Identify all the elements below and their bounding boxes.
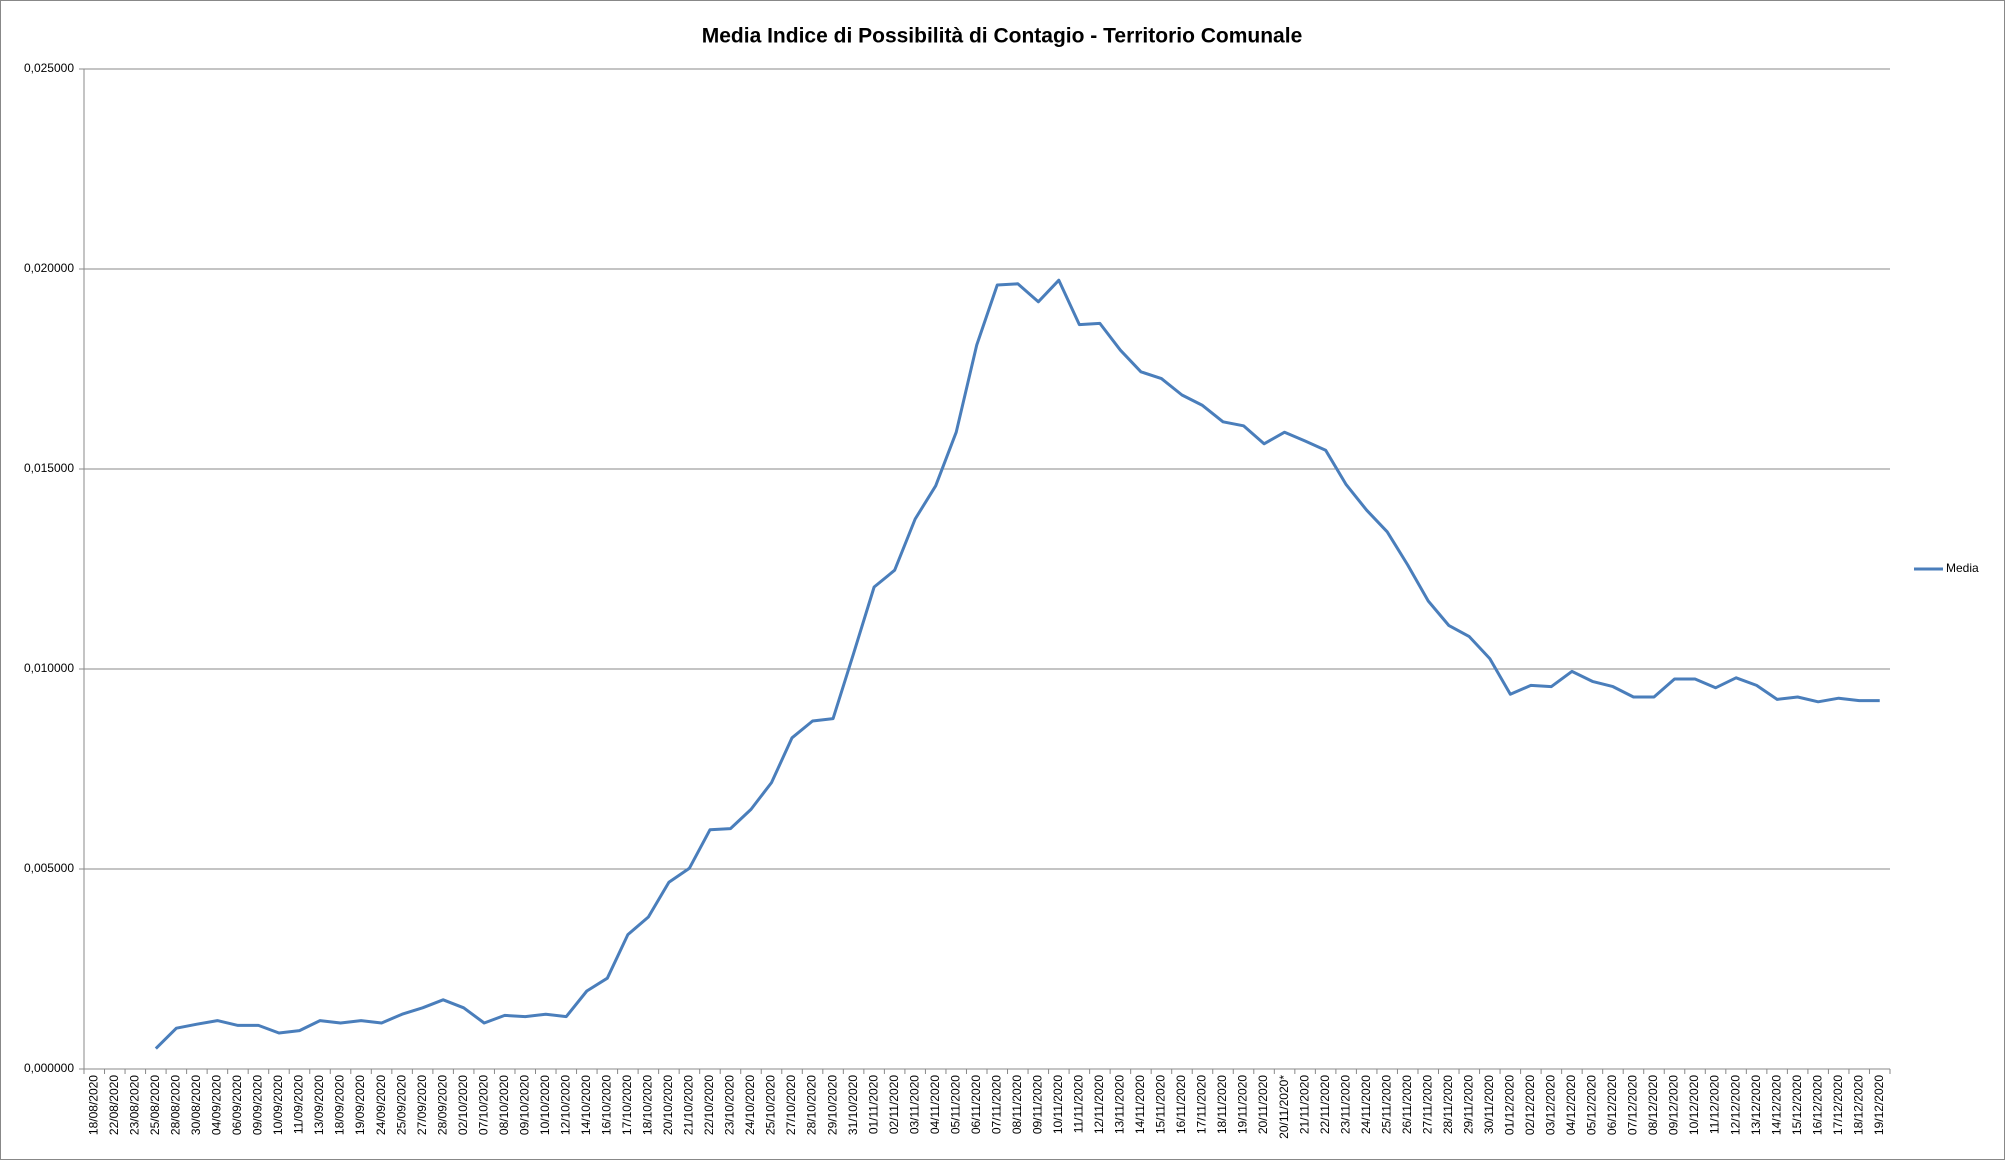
x-tick-label: 09/12/2020 [1667, 1075, 1681, 1135]
x-tick-label: 25/10/2020 [764, 1075, 778, 1135]
x-tick-label: 06/11/2020 [969, 1075, 983, 1134]
x-tick-label: 07/11/2020 [989, 1075, 1003, 1134]
x-tick-label: 14/11/2020 [1133, 1075, 1147, 1134]
x-tick-label: 08/12/2020 [1646, 1075, 1660, 1135]
x-tick-label: 23/08/2020 [127, 1075, 141, 1135]
x-tick-label: 24/10/2020 [743, 1075, 757, 1135]
x-tick-label: 29/11/2020 [1461, 1075, 1475, 1134]
x-tick-label: 03/11/2020 [907, 1075, 921, 1134]
x-tick-label: 19/11/2020 [1236, 1075, 1250, 1134]
chart-title: Media Indice di Possibilità di Contagio … [702, 25, 1303, 48]
x-tick-label: 22/08/2020 [107, 1075, 121, 1135]
x-tick-label: 04/09/2020 [210, 1075, 224, 1135]
x-tick-label: 02/11/2020 [887, 1075, 901, 1134]
x-tick-label: 25/08/2020 [148, 1075, 162, 1135]
x-tick-label: 19/12/2020 [1872, 1075, 1886, 1135]
x-tick-label: 25/11/2020 [1379, 1075, 1393, 1134]
x-tick-label: 11/09/2020 [292, 1075, 306, 1134]
x-tick-label: 23/10/2020 [723, 1075, 737, 1135]
y-tick-label: 0,005000 [24, 861, 74, 875]
x-tick-label: 18/08/2020 [86, 1075, 100, 1135]
x-tick-label: 14/12/2020 [1769, 1075, 1783, 1135]
x-tick-label: 10/11/2020 [1051, 1075, 1065, 1134]
y-tick-label: 0,010000 [24, 661, 74, 675]
x-tick-label: 27/11/2020 [1420, 1075, 1434, 1134]
y-tick-label: 0,015000 [24, 461, 74, 475]
x-tick-label: 20/11/2020 [1256, 1075, 1270, 1134]
x-tick-label: 25/09/2020 [394, 1075, 408, 1135]
y-tick-label: 0,025000 [24, 61, 74, 75]
x-tick-label: 09/09/2020 [251, 1075, 265, 1135]
x-tick-label: 15/11/2020 [1154, 1075, 1168, 1134]
x-tick-label: 18/09/2020 [333, 1075, 347, 1135]
x-tick-label: 05/12/2020 [1585, 1075, 1599, 1135]
x-tick-label: 22/11/2020 [1318, 1075, 1332, 1134]
x-tick-label: 08/11/2020 [1010, 1075, 1024, 1134]
x-tick-label: 19/09/2020 [353, 1075, 367, 1135]
x-tick-label: 20/10/2020 [661, 1075, 675, 1135]
y-tick-label: 0,000000 [24, 1061, 74, 1075]
x-tick-label: 27/09/2020 [415, 1075, 429, 1135]
x-tick-label: 13/12/2020 [1749, 1075, 1763, 1135]
x-tick-label: 06/09/2020 [230, 1075, 244, 1135]
x-tick-label: 07/10/2020 [476, 1075, 490, 1135]
x-tick-label: 29/10/2020 [825, 1075, 839, 1135]
x-tick-label: 07/12/2020 [1626, 1075, 1640, 1135]
x-tick-label: 02/10/2020 [456, 1075, 470, 1135]
x-tick-label: 24/11/2020 [1359, 1075, 1373, 1134]
x-tick-label: 18/11/2020 [1215, 1075, 1229, 1134]
x-tick-label: 12/12/2020 [1728, 1075, 1742, 1135]
x-tick-label: 21/10/2020 [682, 1075, 696, 1135]
x-tick-label: 28/11/2020 [1441, 1075, 1455, 1134]
x-tick-label: 11/12/2020 [1708, 1075, 1722, 1134]
x-tick-label: 10/12/2020 [1687, 1075, 1701, 1135]
x-tick-label: 09/11/2020 [1030, 1075, 1044, 1134]
data-line [154, 278, 1880, 1050]
x-tick-label: 18/12/2020 [1851, 1075, 1865, 1135]
x-tick-label: 11/11/2020 [1072, 1075, 1086, 1134]
x-tick-label: 30/08/2020 [189, 1075, 203, 1135]
x-tick-label: 02/12/2020 [1523, 1075, 1537, 1135]
x-tick-label: 16/12/2020 [1810, 1075, 1824, 1135]
x-tick-label: 18/10/2020 [641, 1075, 655, 1135]
x-tick-label: 21/11/2020 [1297, 1075, 1311, 1134]
x-tick-label: 01/12/2020 [1503, 1075, 1517, 1135]
x-tick-label: 20/11/2020* [1277, 1075, 1291, 1139]
x-tick-label: 06/12/2020 [1605, 1075, 1619, 1135]
x-tick-label: 23/11/2020 [1338, 1075, 1352, 1134]
x-tick-label: 01/11/2020 [866, 1075, 880, 1134]
x-tick-label: 31/10/2020 [846, 1075, 860, 1135]
x-tick-label: 17/11/2020 [1195, 1075, 1209, 1134]
x-tick-label: 24/09/2020 [374, 1075, 388, 1135]
x-tick-label: 05/11/2020 [948, 1075, 962, 1134]
x-tick-label: 09/10/2020 [517, 1075, 531, 1135]
x-tick-label: 26/11/2020 [1400, 1075, 1414, 1134]
x-tick-label: 22/10/2020 [702, 1075, 716, 1135]
x-tick-label: 17/12/2020 [1831, 1075, 1845, 1135]
legend-label: Media [1946, 561, 1979, 575]
x-tick-label: 10/10/2020 [538, 1075, 552, 1135]
x-tick-label: 13/09/2020 [312, 1075, 326, 1135]
x-tick-label: 28/08/2020 [169, 1075, 183, 1135]
x-tick-label: 12/11/2020 [1092, 1075, 1106, 1134]
x-tick-label: 28/09/2020 [435, 1075, 449, 1135]
x-tick-label: 14/10/2020 [579, 1075, 593, 1135]
x-tick-label: 03/12/2020 [1544, 1075, 1558, 1135]
x-tick-label: 27/10/2020 [784, 1075, 798, 1135]
x-tick-label: 16/11/2020 [1174, 1075, 1188, 1134]
x-tick-label: 16/10/2020 [600, 1075, 614, 1135]
x-tick-label: 15/12/2020 [1790, 1075, 1804, 1135]
x-tick-label: 10/09/2020 [271, 1075, 285, 1135]
x-tick-label: 04/12/2020 [1564, 1075, 1578, 1135]
x-tick-label: 30/11/2020 [1482, 1075, 1496, 1134]
x-tick-label: 17/10/2020 [620, 1075, 634, 1135]
y-tick-label: 0,020000 [24, 261, 74, 275]
x-tick-label: 08/10/2020 [497, 1075, 511, 1135]
x-tick-label: 12/10/2020 [558, 1075, 572, 1135]
x-tick-label: 28/10/2020 [805, 1075, 819, 1135]
x-tick-label: 13/11/2020 [1113, 1075, 1127, 1134]
x-tick-label: 04/11/2020 [928, 1075, 942, 1134]
